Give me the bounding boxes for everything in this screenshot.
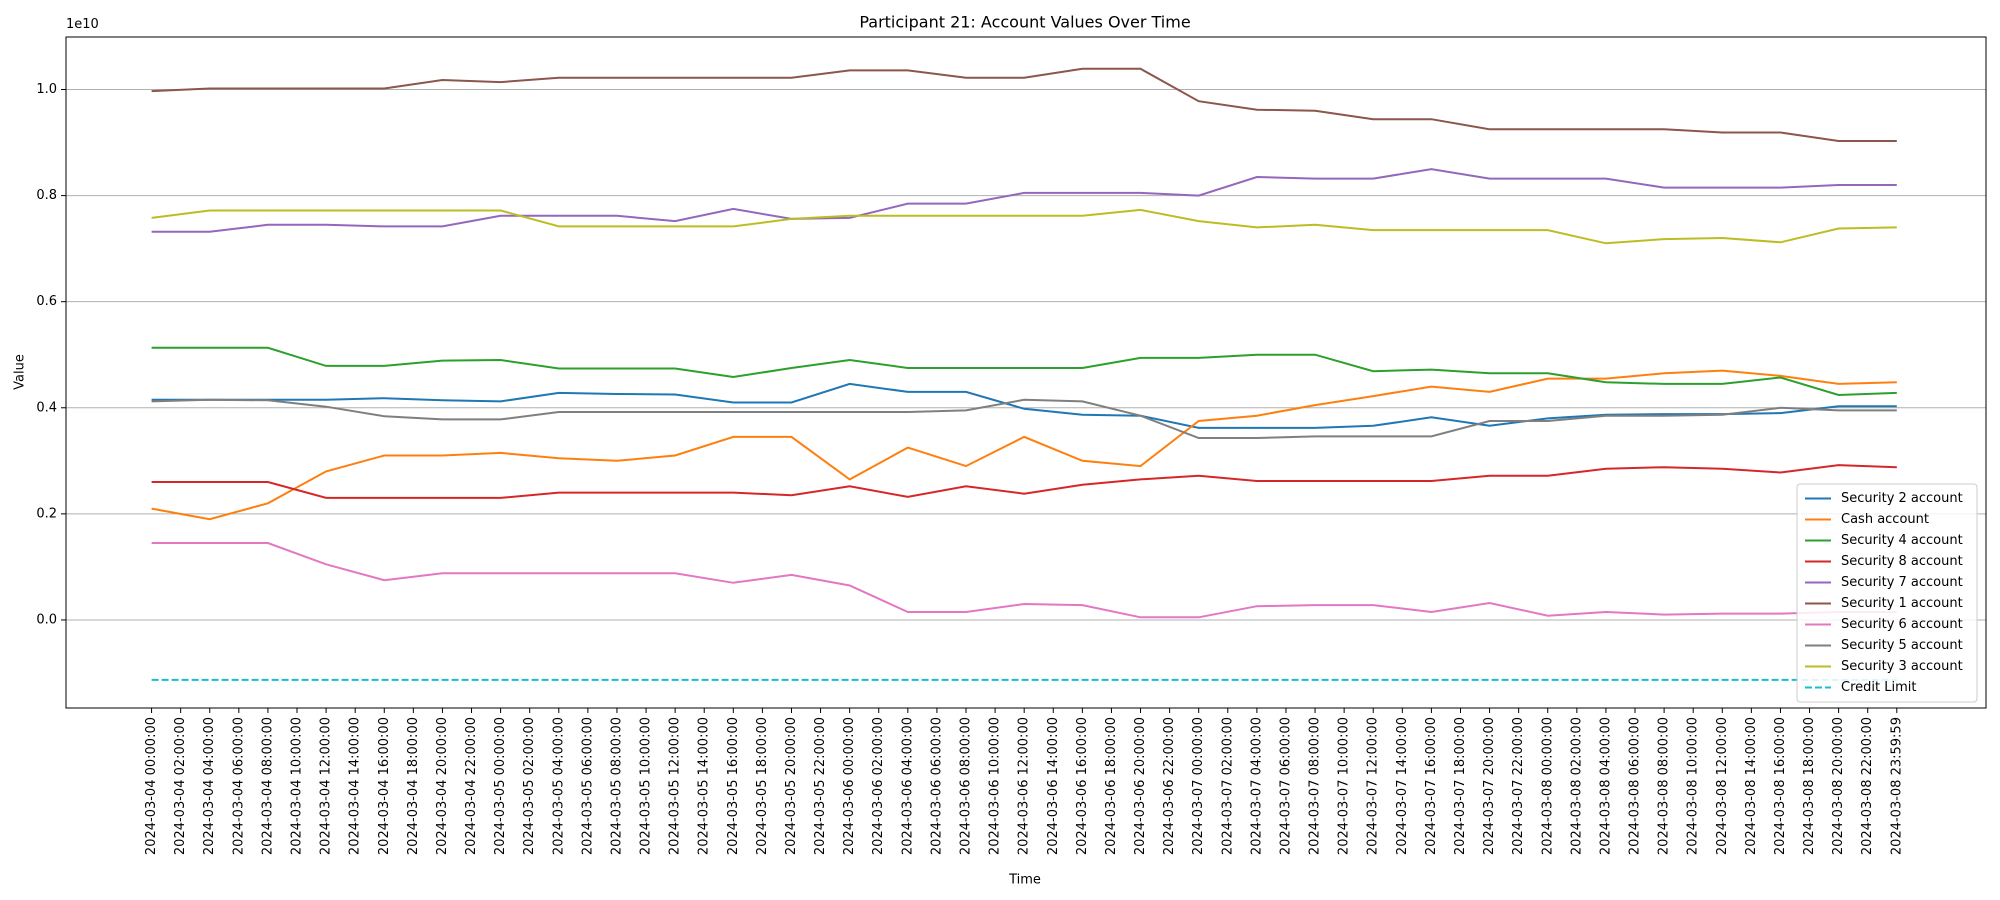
series-line [151, 369, 1897, 521]
x-tick-label: 2024-03-04 12:00:00 [319, 717, 334, 855]
legend-box [1796, 483, 1978, 703]
series-line [151, 67, 1897, 142]
x-tick-label: 2024-03-04 20:00:00 [435, 717, 450, 855]
legend-label: Security 6 account [1841, 617, 1963, 632]
series-line [151, 464, 1897, 499]
legend-label: Security 3 account [1841, 659, 1963, 674]
x-axis-label: Time [1008, 873, 1041, 888]
x-tick-label: 2024-03-06 16:00:00 [1075, 717, 1090, 855]
x-tick-label: 2024-03-04 04:00:00 [202, 717, 217, 855]
x-tick-label: 2024-03-06 08:00:00 [959, 717, 974, 855]
x-tick-label: 2024-03-06 10:00:00 [988, 717, 1003, 855]
legend-label: Cash account [1841, 512, 1929, 527]
y-tick-label: 0.6 [36, 294, 57, 309]
series-line [151, 168, 1897, 233]
x-tick-label: 2024-03-05 20:00:00 [784, 717, 799, 855]
x-tick-label: 2024-03-07 22:00:00 [1511, 717, 1526, 855]
x-tick-label: 2024-03-08 23:59:59 [1889, 717, 1904, 855]
x-tick-label: 2024-03-06 02:00:00 [871, 717, 886, 855]
legend-label: Security 1 account [1841, 596, 1963, 611]
x-tick-label: 2024-03-08 06:00:00 [1628, 717, 1643, 855]
legend-label: Credit Limit [1841, 680, 1916, 695]
plot-frame [65, 36, 1987, 709]
legend-label: Security 7 account [1841, 575, 1963, 590]
x-tick-label: 2024-03-05 22:00:00 [813, 717, 828, 855]
x-tick-label: 2024-03-04 02:00:00 [173, 717, 188, 855]
x-tick-label: 2024-03-07 14:00:00 [1395, 717, 1410, 855]
x-tick-label: 2024-03-08 08:00:00 [1657, 717, 1672, 855]
x-tick-label: 2024-03-04 10:00:00 [290, 717, 305, 855]
x-tick-label: 2024-03-07 06:00:00 [1278, 717, 1293, 855]
x-tick-label: 2024-03-08 00:00:00 [1540, 717, 1555, 855]
x-tick-label: 2024-03-08 16:00:00 [1773, 717, 1788, 855]
x-tick-label: 2024-03-06 18:00:00 [1104, 717, 1119, 855]
y-tick-label: 1.0 [36, 82, 57, 97]
x-tick-label: 2024-03-08 18:00:00 [1802, 717, 1817, 855]
y-tick-label: 0.2 [36, 506, 57, 521]
x-tick-label: 2024-03-04 00:00:00 [144, 717, 159, 855]
x-tick-label: 2024-03-04 16:00:00 [377, 717, 392, 855]
x-tick-label: 2024-03-05 08:00:00 [609, 717, 624, 855]
x-tick-label: 2024-03-06 14:00:00 [1046, 717, 1061, 855]
series-line [151, 382, 1897, 429]
x-tick-label: 2024-03-08 14:00:00 [1744, 717, 1759, 855]
x-tick-label: 2024-03-07 10:00:00 [1337, 717, 1352, 855]
legend-label: Security 2 account [1841, 491, 1963, 506]
x-tick-label: 2024-03-05 10:00:00 [639, 717, 654, 855]
x-tick-label: 2024-03-06 20:00:00 [1133, 717, 1148, 855]
x-tick-label: 2024-03-07 00:00:00 [1191, 717, 1206, 855]
x-tick-label: 2024-03-07 12:00:00 [1366, 717, 1381, 855]
x-tick-label: 2024-03-06 22:00:00 [1162, 717, 1177, 855]
x-tick-label: 2024-03-05 16:00:00 [726, 717, 741, 855]
x-tick-label: 2024-03-08 02:00:00 [1569, 717, 1584, 855]
x-tick-label: 2024-03-06 12:00:00 [1017, 717, 1032, 855]
legend: Security 2 account Cash account Security 4… [1796, 483, 1978, 703]
series-line [151, 346, 1897, 397]
x-tick-label: 2024-03-08 22:00:00 [1860, 717, 1875, 855]
legend-label: Security 5 account [1841, 638, 1963, 653]
y-axis-label: Value [13, 354, 28, 390]
y-tick-label: 0.8 [36, 188, 57, 203]
x-tick-label: 2024-03-08 10:00:00 [1686, 717, 1701, 855]
legend-label: Security 8 account [1841, 554, 1963, 569]
legend-label: Security 4 account [1841, 533, 1963, 548]
chart-title: Participant 21: Account Values Over Time [859, 13, 1190, 32]
x-tick-label: 2024-03-05 06:00:00 [580, 717, 595, 855]
x-tick-label: 2024-03-05 02:00:00 [522, 717, 537, 855]
x-tick-label: 2024-03-06 06:00:00 [929, 717, 944, 855]
x-tick-label: 2024-03-06 04:00:00 [900, 717, 915, 855]
x-tick-label: 2024-03-05 18:00:00 [755, 717, 770, 855]
x-tick-label: 2024-03-04 14:00:00 [348, 717, 363, 855]
x-tick-label: 2024-03-07 18:00:00 [1453, 717, 1468, 855]
series-line [151, 208, 1897, 245]
x-tick-label: 2024-03-05 14:00:00 [697, 717, 712, 855]
x-tick-label: 2024-03-04 06:00:00 [231, 717, 246, 855]
x-tick-label: 2024-03-08 20:00:00 [1831, 717, 1846, 855]
y-tick-label: 0.0 [36, 612, 57, 627]
x-tick-label: 2024-03-05 04:00:00 [551, 717, 566, 855]
x-tick-label: 2024-03-06 00:00:00 [842, 717, 857, 855]
x-tick-label: 2024-03-04 18:00:00 [406, 717, 421, 855]
x-tick-label: 2024-03-05 00:00:00 [493, 717, 508, 855]
series-line [151, 398, 1897, 439]
x-tick-label: 2024-03-04 22:00:00 [464, 717, 479, 855]
x-tick-label: 2024-03-08 12:00:00 [1715, 717, 1730, 855]
x-tick-label: 2024-03-04 08:00:00 [260, 717, 275, 855]
x-tick-label: 2024-03-07 20:00:00 [1482, 717, 1497, 855]
x-tick-label: 2024-03-07 16:00:00 [1424, 717, 1439, 855]
x-tick-label: 2024-03-07 08:00:00 [1308, 717, 1323, 855]
x-tick-label: 2024-03-08 04:00:00 [1598, 717, 1613, 855]
y-tick-label: 0.4 [36, 400, 57, 415]
x-tick-label: 2024-03-07 04:00:00 [1249, 717, 1264, 855]
x-tick-label: 2024-03-07 02:00:00 [1220, 717, 1235, 855]
y-offset-label: 1e10 [66, 17, 99, 32]
x-tick-label: 2024-03-05 12:00:00 [668, 717, 683, 855]
series-line [151, 542, 1897, 619]
